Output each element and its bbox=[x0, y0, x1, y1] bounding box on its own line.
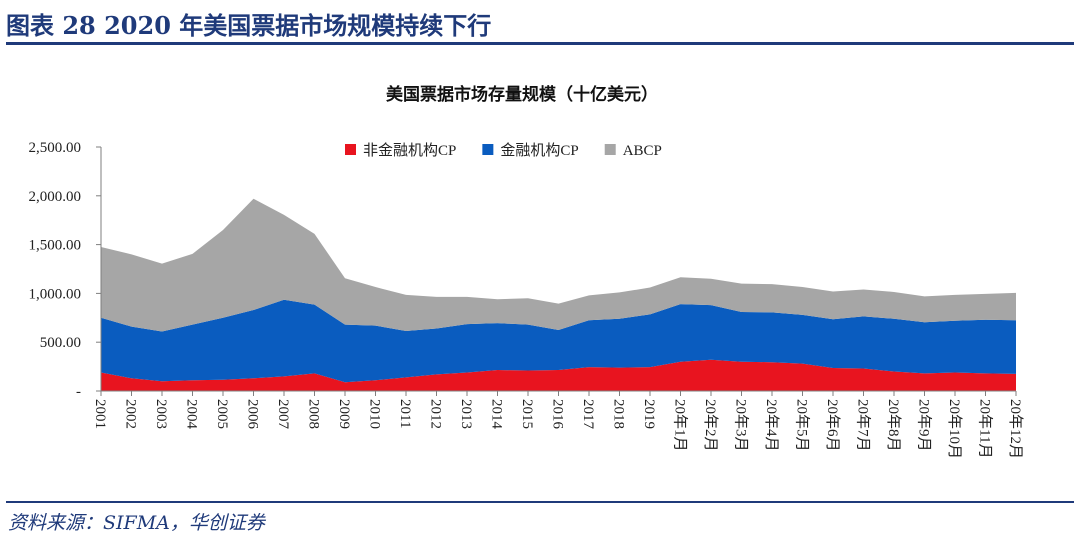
x-tick-label: 20年5月 bbox=[794, 399, 811, 452]
x-tick-label: 2019 bbox=[641, 399, 657, 429]
x-tick-label: 2003 bbox=[153, 399, 169, 429]
x-tick-label: 2011 bbox=[397, 399, 413, 428]
x-tick-label: 2015 bbox=[519, 399, 535, 429]
x-tick-label: 20年6月 bbox=[824, 399, 841, 452]
x-tick-label: 20年2月 bbox=[702, 399, 719, 452]
x-tick-label: 2017 bbox=[580, 399, 596, 430]
legend-label-0: 非金融机构CP bbox=[363, 142, 456, 159]
legend-label-1: 金融机构CP bbox=[500, 142, 578, 159]
x-tick-label: 2006 bbox=[245, 399, 261, 430]
x-tick-label: 2014 bbox=[489, 399, 505, 430]
legend-swatch-0 bbox=[345, 144, 356, 155]
x-tick-label: 20年8月 bbox=[885, 399, 902, 452]
series-area-1 bbox=[101, 299, 1016, 383]
x-tick-label: 2010 bbox=[367, 399, 383, 429]
x-axis: 2001 2002 2003 2004 2005 2006 2007 2008 2009 2010… bbox=[92, 390, 1024, 459]
legend-swatch-2 bbox=[604, 144, 616, 155]
x-tick-label: 2018 bbox=[611, 399, 627, 429]
x-tick-label: 2001 bbox=[92, 399, 108, 429]
x-tick-label: 20年12月 bbox=[1007, 399, 1024, 459]
x-tick-label: 20年7月 bbox=[855, 399, 872, 452]
legend-label-2: ABCP bbox=[623, 143, 662, 159]
source-note: 资料来源：SIFMA，华创证券 bbox=[8, 512, 265, 534]
chart-title: 美国票据市场存量规模（十亿美元） bbox=[386, 84, 658, 105]
x-tick-label: 20年10月 bbox=[946, 399, 963, 459]
x-tick-label: 2007 bbox=[275, 399, 291, 430]
legend-swatch-1 bbox=[482, 144, 494, 155]
figure-title: 图表 28 2020 年美国票据市场规模持续下行 bbox=[6, 11, 492, 40]
x-tick-label: 20年9月 bbox=[916, 399, 933, 452]
x-tick-label: 20年4月 bbox=[763, 399, 780, 452]
x-tick-label: 2002 bbox=[123, 399, 139, 429]
series-areas bbox=[101, 198, 1016, 391]
x-tick-label: 2005 bbox=[214, 399, 230, 429]
y-axis: - 500.00 1,000.00 1,500.00 2,000.00 2,500.00 bbox=[29, 140, 102, 400]
y-tick-label: 1,500.00 bbox=[29, 238, 82, 254]
chart-legend: 非金融机构CP 金融机构CP ABCP bbox=[345, 142, 662, 159]
y-tick-label: 1,000.00 bbox=[29, 286, 82, 302]
x-tick-label: 20年1月 bbox=[672, 399, 689, 452]
x-tick-label: 20年11月 bbox=[977, 399, 994, 458]
series-area-2 bbox=[101, 198, 1016, 332]
x-tick-label: 2004 bbox=[184, 399, 200, 430]
x-tick-label: 2013 bbox=[458, 399, 474, 429]
footer-rule bbox=[6, 501, 1074, 503]
x-tick-label: 20年3月 bbox=[733, 399, 750, 452]
x-tick-label: 2008 bbox=[306, 399, 322, 429]
area-chart: 美国票据市场存量规模（十亿美元） 非金融机构CP 金融机构CP ABCP - 500.… bbox=[29, 84, 1025, 459]
series-area-0 bbox=[101, 359, 1016, 391]
y-tick-label: 2,000.00 bbox=[29, 189, 82, 205]
y-tick-label: - bbox=[76, 384, 81, 400]
y-tick-label: 2,500.00 bbox=[29, 140, 82, 156]
x-tick-label: 2016 bbox=[550, 399, 566, 430]
x-tick-label: 2009 bbox=[336, 399, 352, 429]
y-tick-label: 500.00 bbox=[40, 335, 81, 351]
header-rule bbox=[6, 42, 1074, 45]
figure-header: 图表 28 2020 年美国票据市场规模持续下行 bbox=[6, 4, 1074, 42]
x-tick-label: 2012 bbox=[428, 399, 444, 429]
